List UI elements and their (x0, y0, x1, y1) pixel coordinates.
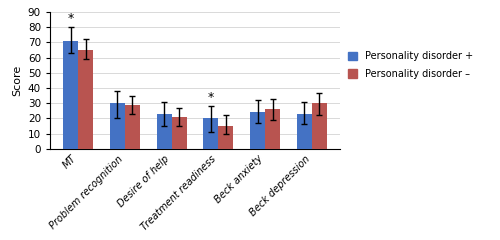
Bar (250, 112, 265, 149)
Bar (156, 114, 172, 149)
Bar (172, 117, 186, 149)
Bar (78, 50, 93, 149)
Bar (63, 41, 78, 149)
Text: *: * (68, 12, 74, 25)
Legend: Personality disorder +, Personality disorder –: Personality disorder +, Personality diso… (348, 51, 474, 79)
Bar (312, 103, 327, 149)
Bar (204, 118, 218, 149)
Bar (125, 105, 140, 149)
Y-axis label: Score: Score (12, 65, 22, 96)
Bar (110, 103, 125, 149)
Text: *: * (208, 91, 214, 104)
Bar (265, 109, 280, 149)
Bar (218, 126, 234, 149)
Bar (297, 114, 312, 149)
